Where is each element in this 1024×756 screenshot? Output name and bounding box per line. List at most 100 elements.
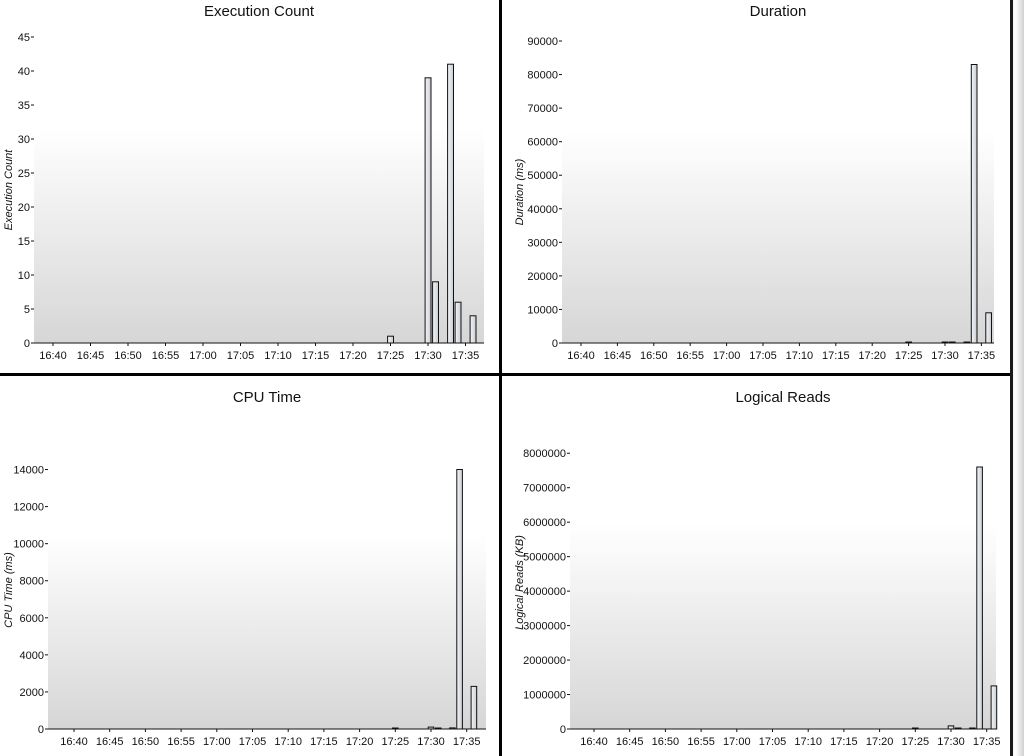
y-tick-label: 14000 (13, 465, 44, 477)
x-tick-label: 16:55 (687, 736, 715, 748)
x-tick-label: 17:30 (414, 350, 442, 362)
window-edge-line (1010, 0, 1013, 756)
x-tick-label: 17:35 (453, 736, 481, 748)
x-tick-label: 17:20 (346, 736, 374, 748)
x-tick-label: 17:30 (931, 350, 959, 362)
y-axis-label: Execution Count (3, 149, 15, 231)
x-tick-label: 16:45 (96, 736, 124, 748)
y-tick-label: 10000 (13, 539, 44, 551)
x-tick-label: 16:50 (114, 350, 142, 362)
chart-svg: Execution Count Execution Count 0 5 10 15 20 25… (3, 3, 484, 362)
x-tick-label: 16:55 (676, 350, 704, 362)
chart-bar (947, 725, 955, 730)
chart-bar (954, 727, 962, 730)
x-tick-label: 17:00 (203, 736, 231, 748)
x-tick-label: 17:30 (417, 736, 445, 748)
x-tick-label: 16:50 (652, 736, 680, 748)
chart-title: Duration (750, 3, 807, 20)
x-tick-label: 16:45 (77, 350, 105, 362)
y-tick-label: 2000 (20, 687, 44, 699)
y-tick-label: 80000 (527, 70, 558, 82)
x-tick-label: 17:10 (264, 350, 292, 362)
y-tick-label: 6000 (20, 613, 44, 625)
vertical-divider (499, 0, 502, 756)
x-tick-label: 17:00 (723, 736, 751, 748)
y-tick-label: 8000 (20, 576, 44, 588)
chart-svg: Duration Duration (ms) 0 10000 20000 30000 400… (514, 3, 996, 362)
chart-bar (387, 335, 395, 344)
y-tick-label: 60000 (527, 137, 558, 149)
chart-panel-cpu-time: CPU Time CPU Time (ms) 0 2000 4000 6000 8000 10… (0, 376, 500, 756)
x-tick-label: 17:15 (302, 350, 330, 362)
x-tick-label: 17:05 (759, 736, 787, 748)
chart-bar (963, 341, 971, 344)
x-tick-label: 17:15 (310, 736, 338, 748)
y-tick-label: 45 (18, 32, 30, 44)
x-tick-label: 16:45 (604, 350, 632, 362)
chart-bar (970, 64, 978, 344)
x-tick-label: 16:45 (616, 736, 644, 748)
chart-bar (948, 341, 956, 344)
chart-bar (990, 685, 998, 730)
x-tick-label: 17:20 (866, 736, 894, 748)
chart-bar (454, 301, 462, 344)
chart-bar (434, 727, 442, 730)
chart-bar (427, 726, 435, 730)
x-tick-label: 16:40 (60, 736, 88, 748)
x-tick-label: 17:35 (968, 350, 996, 362)
y-tick-label: 10 (18, 270, 30, 282)
y-tick-label: 7000000 (523, 483, 566, 495)
y-tick-label: 4000000 (523, 586, 566, 598)
chart-bar (969, 727, 976, 730)
x-tick-label: 17:05 (239, 736, 267, 748)
y-tick-label: 3000000 (523, 621, 566, 633)
chart-bar (976, 466, 983, 730)
x-tick-label: 16:55 (152, 350, 180, 362)
y-tick-label: 5000000 (523, 552, 566, 564)
y-tick-label: 20000 (527, 271, 558, 283)
x-tick-label: 17:15 (830, 736, 858, 748)
x-tick-label: 16:40 (39, 350, 67, 362)
y-tick-label: 5 (24, 304, 30, 316)
window-edge (1010, 0, 1024, 756)
chart-svg: CPU Time CPU Time (ms) 0 2000 4000 6000 8000 10… (3, 389, 486, 748)
y-tick-label: 20 (18, 202, 30, 214)
y-tick-label: 0 (24, 338, 30, 350)
plot-background (48, 451, 486, 729)
x-tick-label: 17:35 (973, 736, 1001, 748)
x-tick-label: 17:25 (902, 736, 930, 748)
chart-bar (456, 469, 463, 730)
y-tick-label: 1000000 (523, 690, 566, 702)
y-tick-label: 35 (18, 100, 30, 112)
x-tick-label: 17:00 (189, 350, 217, 362)
y-tick-label: 40 (18, 66, 30, 78)
x-tick-label: 16:40 (580, 736, 608, 748)
chart-title: Execution Count (204, 3, 315, 20)
plot-background (562, 41, 994, 343)
x-tick-label: 17:20 (858, 350, 886, 362)
y-tick-label: 50000 (527, 170, 558, 182)
plot-background (34, 37, 484, 343)
horizontal-divider (0, 373, 1010, 376)
x-tick-label: 17:20 (339, 350, 367, 362)
chart-bar (392, 727, 399, 730)
y-tick-label: 40000 (527, 204, 558, 216)
y-tick-label: 70000 (527, 103, 558, 115)
y-axis-label: CPU Time (ms) (3, 552, 15, 628)
y-tick-label: 12000 (13, 502, 44, 514)
chart-bar (905, 341, 912, 344)
chart-panel-duration: Duration Duration (ms) 0 10000 20000 30000 400… (502, 0, 1010, 374)
y-axis-label: Duration (ms) (514, 158, 526, 225)
y-axis-label: Logical Reads (KB) (514, 535, 526, 630)
chart-title: Logical Reads (735, 389, 830, 406)
x-tick-label: 17:25 (377, 350, 405, 362)
x-tick-label: 17:30 (937, 736, 965, 748)
chart-bar (469, 315, 477, 344)
chart-panel-logical-reads: Logical Reads Logical Reads (KB) 0 1000000 2… (502, 376, 1010, 756)
x-tick-label: 16:50 (132, 736, 160, 748)
chart-bar (985, 312, 992, 344)
y-tick-label: 6000000 (523, 517, 566, 529)
chart-bar (912, 727, 919, 730)
x-tick-label: 17:25 (895, 350, 923, 362)
x-tick-label: 16:50 (640, 350, 668, 362)
